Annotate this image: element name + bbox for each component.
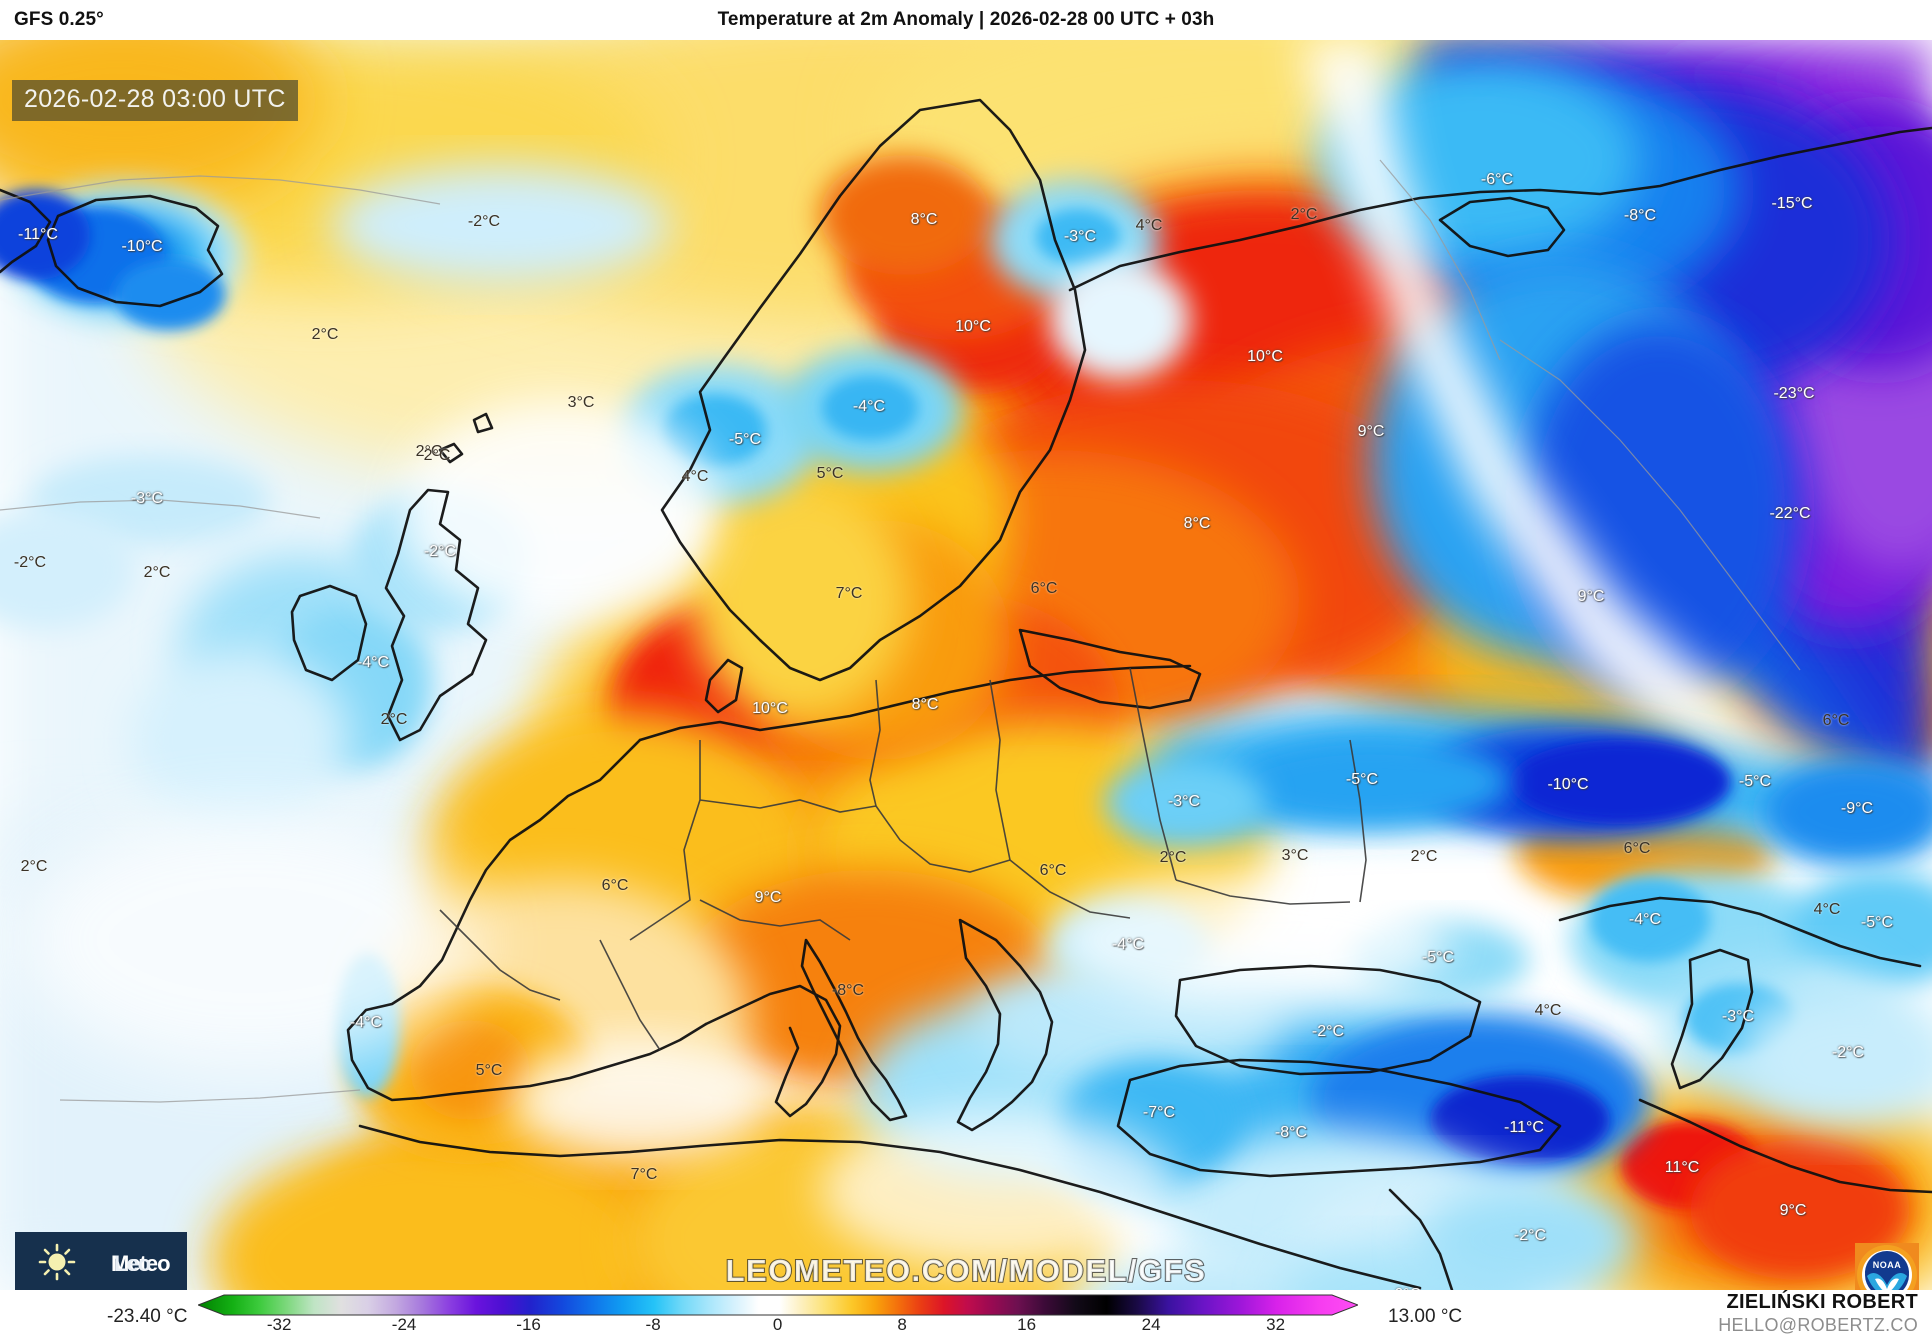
credit-email: HELLO@ROBERTZ.CO (1718, 1315, 1918, 1335)
brand-text: Meteo Leo (111, 1251, 171, 1277)
page-header: GFS 0.25° Temperature at 2m Anomaly | 20… (0, 0, 1932, 40)
colorbar-max-label: 13.00 °C (1388, 1306, 1463, 1327)
page-title: Temperature at 2m Anomaly | 2026-02-28 0… (717, 9, 1215, 30)
colorbar-tick-label: -16 (516, 1315, 541, 1334)
brand-text-front: Leo (114, 1251, 151, 1276)
timestamp-chip: 2026-02-28 03:00 UTC (12, 80, 298, 121)
brand-text-back: Meteo (111, 1251, 171, 1276)
anomaly-raster (0, 40, 1932, 1290)
colorbar[interactable]: -32 -24 -16 -8 0 8 16 24 32 (196, 1293, 1360, 1337)
colorbar-min-label: -23.40 °C (107, 1306, 188, 1327)
colorbar-tick-label: 8 (897, 1315, 907, 1334)
colorbar-tick-label: -32 (266, 1315, 292, 1334)
sun-icon (37, 1242, 77, 1287)
colorbar-tick-label: 24 (1141, 1315, 1161, 1334)
colorbar-tick-label: -24 (391, 1315, 417, 1334)
colorbar-ticks: -32 -24 -16 -8 0 8 16 24 32 (198, 1315, 1358, 1337)
colorbar-tick-label: 16 (1017, 1315, 1037, 1334)
colorbar-tick-label: 0 (772, 1315, 783, 1334)
map-container[interactable]: -11°C -10°C -2°C 2°C -3°C 2°C -2°C -2°C 2°C 3°C 2°… (0, 40, 1932, 1290)
model-label: GFS 0.25° (14, 9, 104, 30)
page-footer: -23.40 °C -32 -24 -16 -8 0 8 16 24 32 13.00 °C Z… (0, 1290, 1932, 1338)
brand-logo[interactable]: Meteo Leo (15, 1232, 187, 1290)
svg-text:NOAA: NOAA (1873, 1260, 1902, 1270)
colorbar-tick-label: -8 (645, 1315, 661, 1334)
credit-author: ZIELIŃSKI ROBERT (1726, 1291, 1918, 1313)
colorbar-tick-label: 32 (1266, 1315, 1286, 1334)
noaa-logo-icon: NOAA (1855, 1243, 1919, 1290)
